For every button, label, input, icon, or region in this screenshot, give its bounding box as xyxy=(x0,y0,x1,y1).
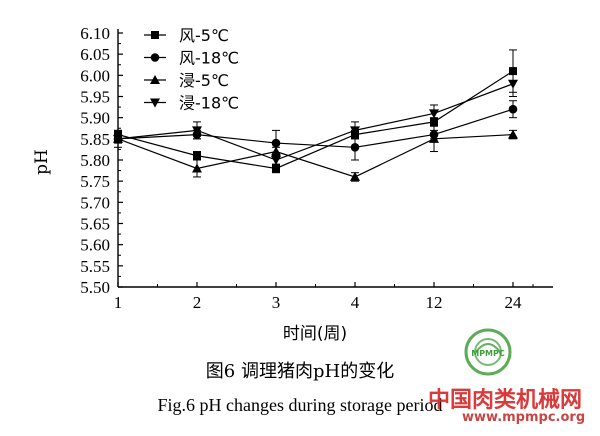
y-tick-label: 5.70 xyxy=(80,193,110,212)
axes xyxy=(117,29,553,288)
series-line xyxy=(117,70,514,170)
x-tick-label: 12 xyxy=(426,293,443,312)
marker-triangle-up xyxy=(350,171,360,181)
y-tick-label: 5.60 xyxy=(80,236,110,255)
x-tick-label: 1 xyxy=(114,293,123,312)
x-tick-label: 3 xyxy=(272,293,281,312)
marker-triangle-up xyxy=(508,129,518,139)
marker-triangle-down xyxy=(508,79,518,89)
series-line xyxy=(117,83,514,161)
x-tick-label: 4 xyxy=(351,293,360,312)
figure-caption-chinese: 图6 调理猪肉pH的变化 xyxy=(205,361,395,382)
y-tick-label: 5.90 xyxy=(80,109,110,128)
series-line xyxy=(117,134,514,178)
legend-label: 浸-18℃ xyxy=(179,94,239,113)
marker-triangle-down xyxy=(192,126,202,136)
y-tick-label: 5.95 xyxy=(80,88,110,107)
marker-triangle-down xyxy=(150,98,160,108)
marker-triangle-down xyxy=(113,134,123,144)
marker-circle xyxy=(150,53,160,62)
x-tick-label: 2 xyxy=(193,293,202,312)
watermark-site-name: 中国肉类机械网 xyxy=(428,388,583,413)
series-triangle-down xyxy=(113,70,518,165)
series-line xyxy=(117,108,514,148)
series-layer xyxy=(113,49,518,182)
marker-triangle-down xyxy=(350,126,360,136)
watermark-url: www.mpmpc.org xyxy=(462,410,586,425)
watermark-logo-text: MPMPC xyxy=(471,349,505,358)
marker-square xyxy=(151,31,159,39)
y-tick-label: 5.75 xyxy=(80,172,110,191)
y-axis-label: pH xyxy=(32,149,52,175)
marker-triangle-down xyxy=(271,156,281,165)
legend: 风-5℃ 风-18℃ 浸-5℃ 浸-18℃ xyxy=(144,26,239,113)
series-square xyxy=(114,49,517,174)
marker-circle xyxy=(350,143,360,152)
y-tick-label: 5.55 xyxy=(80,257,110,276)
y-axis-ticks: 5.50 5.55 5.60 5.65 5.70 5.75 5.80 5.85 5.90 5.95… xyxy=(80,24,123,297)
x-axis-ticks: 1 2 3 4 12 24 xyxy=(114,282,534,312)
marker-triangle-up xyxy=(429,133,439,143)
marker-triangle-up xyxy=(192,163,202,173)
marker-square xyxy=(193,151,201,160)
mpmpc-logo-icon: MPMPC xyxy=(464,328,512,376)
legend-label: 风-18℃ xyxy=(179,49,239,68)
legend-label: 风-5℃ xyxy=(179,26,229,45)
series-triangle-up xyxy=(113,125,518,182)
y-tick-label: 6.10 xyxy=(80,24,110,43)
marker-triangle-up xyxy=(271,146,281,156)
marker-triangle-up xyxy=(150,75,160,84)
y-tick-label: 5.50 xyxy=(80,278,110,297)
legend-label: 浸-5℃ xyxy=(179,71,229,90)
marker-square xyxy=(272,164,280,173)
figure-caption-english: Fig.6 pH changes during storage period xyxy=(157,395,443,415)
y-tick-label: 5.85 xyxy=(80,130,110,149)
marker-circle xyxy=(271,138,281,148)
marker-circle xyxy=(508,104,518,114)
y-tick-label: 5.65 xyxy=(80,215,110,234)
marker-triangle-down xyxy=(429,109,439,119)
y-tick-label: 6.05 xyxy=(80,45,110,64)
y-tick-label: 6.00 xyxy=(80,66,110,85)
y-tick-label: 5.80 xyxy=(80,151,110,170)
x-axis-label: 时间(周) xyxy=(283,324,347,344)
x-tick-label: 24 xyxy=(505,293,523,312)
